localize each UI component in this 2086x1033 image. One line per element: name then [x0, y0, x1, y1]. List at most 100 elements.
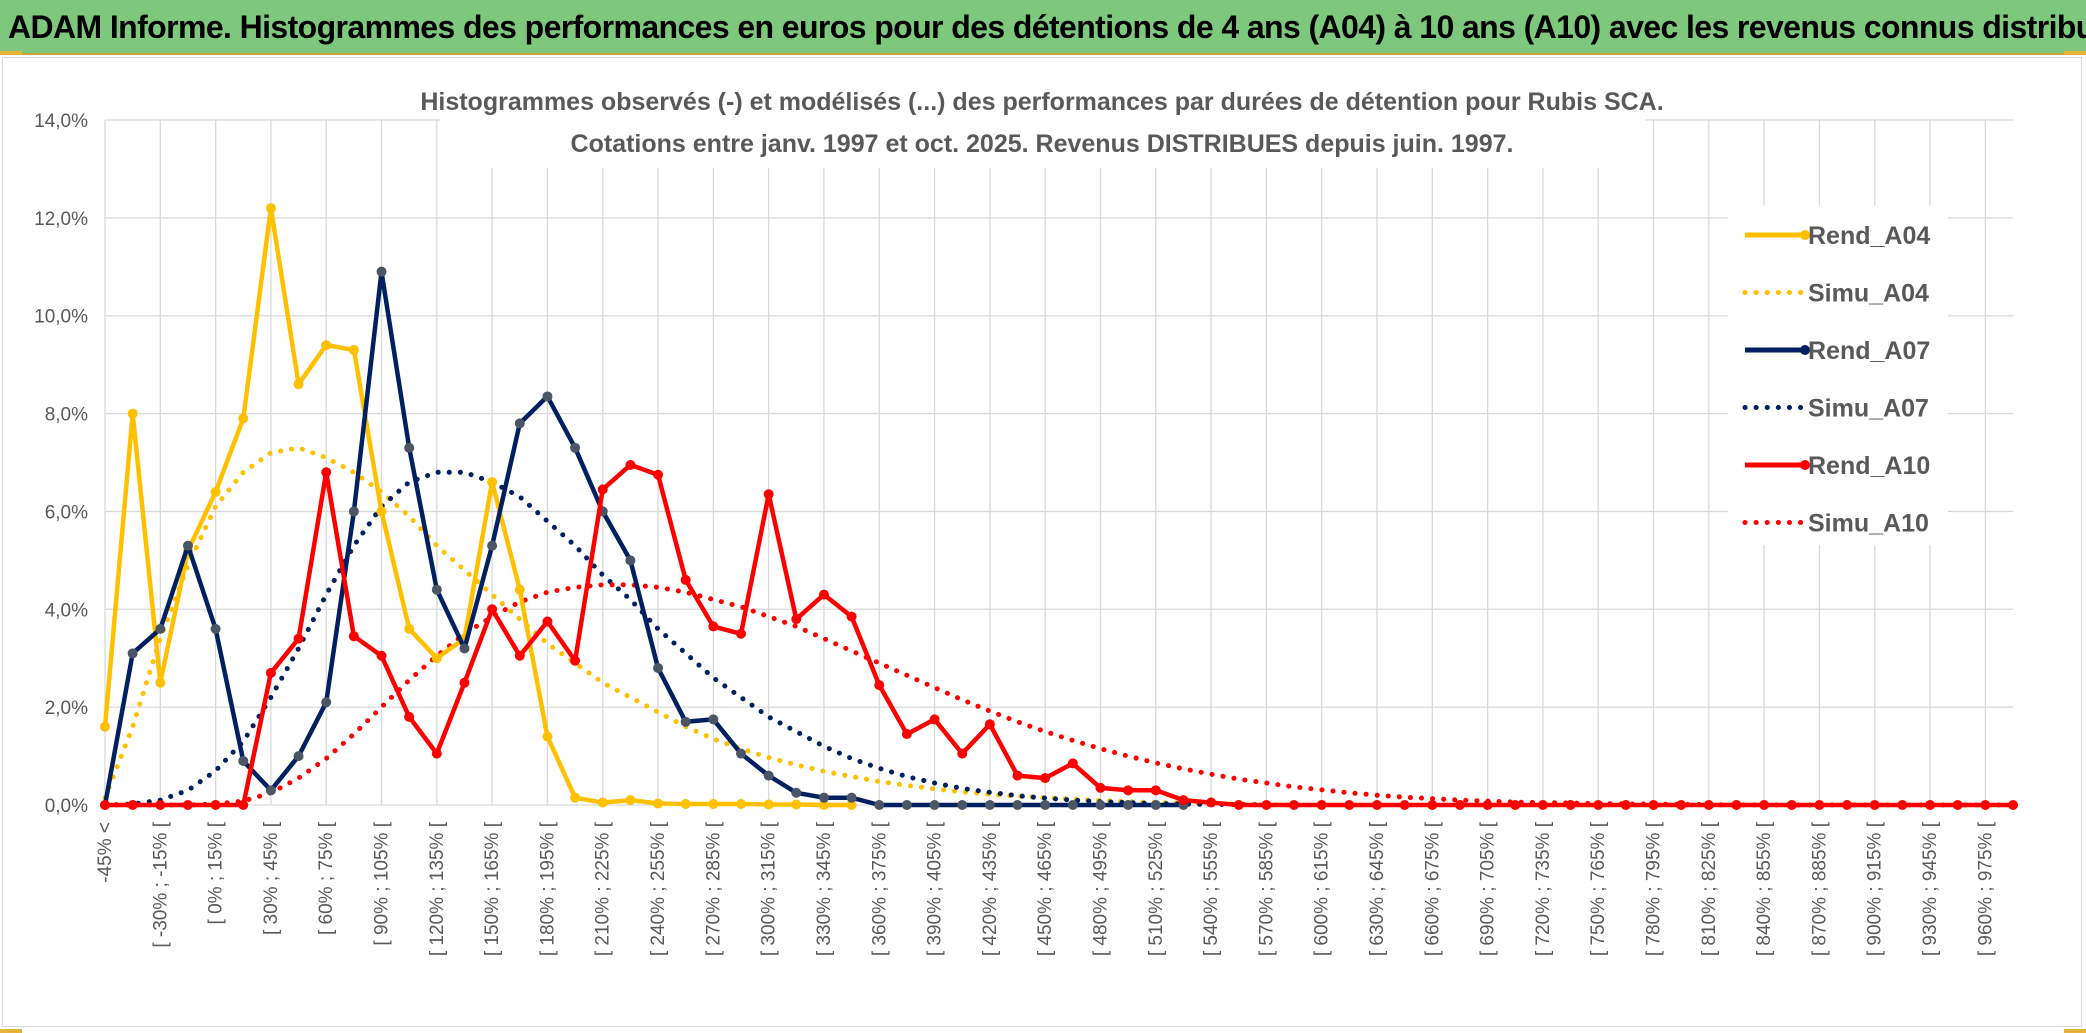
data-point — [1814, 800, 1825, 810]
y-axis-ticks: 0,0% 2,0% 4,0% 6,0% 8,0% 10,0% 12,0% 14,0% — [34, 111, 88, 817]
data-point — [1537, 800, 1548, 810]
x-tick-label: [ 840% ; 855% [ — [1754, 821, 1775, 956]
data-point — [763, 489, 774, 500]
data-point — [431, 584, 442, 595]
data-point — [763, 799, 774, 810]
data-point — [293, 751, 304, 762]
data-point — [514, 418, 525, 429]
title-background — [440, 82, 1645, 168]
data-point — [1067, 800, 1078, 810]
data-point — [1648, 800, 1659, 810]
data-point — [929, 714, 940, 725]
data-point — [321, 340, 332, 351]
data-point — [597, 797, 608, 808]
legend-item-Simu_A10: Simu_A10 — [1742, 510, 1929, 538]
series-Simu_A04 — [102, 445, 1297, 808]
legend-background — [1728, 205, 1948, 545]
data-point — [542, 616, 553, 627]
x-tick-label: [ 750% ; 765% [ — [1588, 821, 1609, 956]
data-point — [1206, 797, 1217, 808]
data-point — [653, 469, 664, 480]
data-point — [625, 555, 636, 566]
data-point — [376, 506, 387, 517]
data-point — [1372, 800, 1382, 810]
x-tick-label: [ 330% ; 345% [ — [814, 821, 835, 956]
data-point — [348, 631, 359, 642]
data-point — [1980, 800, 1991, 810]
data-point — [1620, 800, 1631, 810]
data-point — [791, 787, 802, 798]
data-point — [238, 755, 249, 766]
data-point — [1399, 800, 1410, 810]
data-point — [1012, 770, 1023, 781]
x-tick-label: [ -30% ; -15% [ — [150, 821, 171, 947]
frame-corner-bottom-left — [0, 1029, 22, 1033]
x-tick-label: [ 960% ; 975% [ — [1975, 821, 1996, 956]
series-line-Simu_A04 — [102, 445, 1297, 808]
x-tick-label: [ 150% ; 165% [ — [482, 821, 503, 956]
series-Simu_A10 — [102, 582, 2016, 808]
data-point — [736, 799, 746, 810]
data-point — [1731, 800, 1742, 810]
legend-label: Rend_A10 — [1808, 452, 1930, 480]
legend-item-Simu_A04: Simu_A04 — [1742, 280, 1929, 308]
data-point — [1759, 800, 1770, 810]
x-tick-label: [ 210% ; 225% [ — [593, 821, 614, 956]
data-point — [348, 506, 359, 517]
data-point — [542, 391, 553, 402]
legend-label: Simu_A10 — [1808, 510, 1929, 538]
data-point — [431, 653, 442, 664]
data-point — [818, 800, 829, 810]
series-Rend_A07 — [100, 266, 1189, 810]
data-point — [818, 792, 829, 803]
data-point — [155, 800, 166, 810]
data-point — [736, 628, 746, 639]
data-point — [1676, 800, 1687, 810]
x-tick-label: [ 900% ; 915% [ — [1865, 821, 1886, 956]
data-point — [929, 800, 940, 810]
legend-marker — [1800, 230, 1810, 240]
data-point — [1842, 800, 1853, 810]
data-point — [680, 574, 691, 585]
series-line-Rend_A10 — [105, 462, 2013, 808]
data-point — [570, 655, 581, 666]
x-tick-label: [ 600% ; 615% [ — [1312, 821, 1333, 956]
data-point — [293, 633, 304, 644]
data-point — [376, 266, 387, 277]
data-point — [680, 716, 691, 727]
chart-title-line2: Cotations entre janv. 1997 et oct. 2025.… — [571, 130, 1514, 158]
data-point — [404, 623, 415, 634]
data-point — [431, 748, 442, 759]
data-point — [459, 643, 470, 654]
data-point — [901, 800, 912, 810]
data-point — [265, 203, 276, 214]
x-tick-label: [ 540% ; 555% [ — [1201, 821, 1222, 956]
data-point — [818, 589, 829, 600]
legend-item-Rend_A04: Rend_A04 — [1745, 222, 1930, 250]
x-tick-label: [ 810% ; 825% [ — [1699, 821, 1720, 956]
series-line-Simu_A10 — [102, 582, 2016, 808]
data-point — [763, 770, 774, 781]
data-point — [874, 800, 885, 810]
x-tick-label: [ 780% ; 795% [ — [1644, 821, 1665, 956]
data-point — [846, 611, 857, 622]
x-tick-label: [ 450% ; 465% [ — [1035, 821, 1056, 956]
x-tick-label: [ 870% ; 885% [ — [1809, 821, 1830, 956]
data-point — [597, 484, 608, 495]
title-banner: ADAM Informe. Histogrammes des performan… — [0, 0, 2086, 55]
data-point — [1123, 785, 1134, 796]
data-point — [1897, 800, 1908, 810]
data-point — [293, 379, 304, 390]
y-tick-label: 4,0% — [45, 600, 88, 621]
data-point — [265, 667, 276, 678]
series-Simu_A07 — [102, 469, 1269, 808]
data-point — [404, 442, 415, 453]
banner-corner-right — [2064, 51, 2086, 55]
data-point — [708, 799, 719, 810]
data-point — [708, 621, 719, 632]
x-tick-label: [ 390% ; 405% [ — [925, 821, 946, 956]
x-tick-label: [ 0% ; 15% [ — [206, 821, 227, 924]
data-point — [542, 731, 553, 742]
y-tick-label: 6,0% — [45, 502, 88, 523]
